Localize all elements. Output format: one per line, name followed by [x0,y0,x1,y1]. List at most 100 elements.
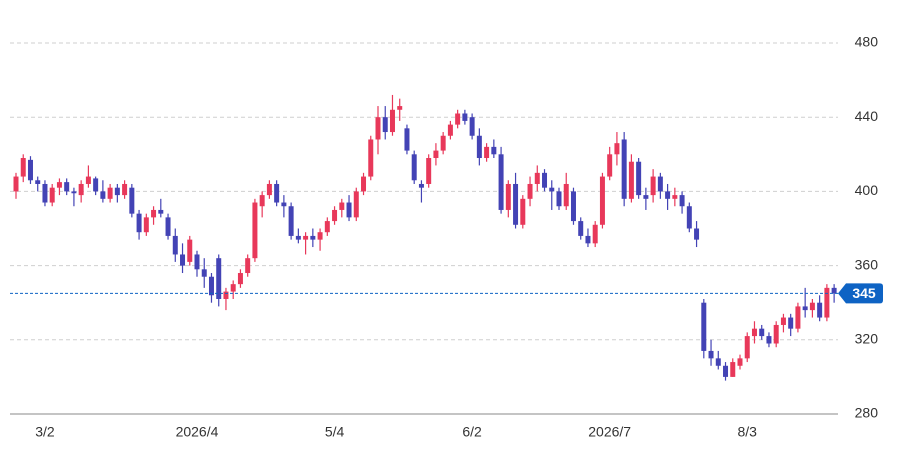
candle-body [433,150,439,159]
candle-body [180,254,186,266]
candle-body [375,117,381,140]
candle-body [614,143,620,155]
candle-body [266,183,272,196]
candle-body [701,302,707,351]
candle-body [310,235,316,240]
candle-body [607,154,613,177]
candle-body [136,213,142,233]
candle-body [563,183,569,207]
candle-body [462,113,468,121]
candle-body [491,146,497,155]
candle-body [708,350,714,359]
candle-body [42,183,48,203]
x-tick-label: 6/2 [462,424,482,440]
candle-body [317,232,323,240]
candle-body [556,191,562,207]
candle-body [389,109,395,133]
candle-body [730,362,736,377]
y-tick-label: 400 [855,182,879,198]
candle-body [107,187,113,199]
candle-body [397,106,403,110]
candle-body [636,161,642,196]
candle-body [274,183,280,203]
current-price-label: 345 [852,285,876,301]
y-tick-label: 320 [855,331,879,347]
candle-body [686,206,692,229]
candle-body [339,202,345,210]
candle-body [759,328,765,337]
candle-body [657,176,663,192]
candle-body [694,228,700,240]
candle-body [49,187,55,203]
candle-body [404,128,410,151]
candle-body [71,191,77,194]
candle-body [621,139,627,199]
candle-body [723,365,729,377]
candle-body [426,158,432,184]
candle-body [766,336,772,344]
x-tick-label: 3/2 [35,424,55,440]
candle-body [469,117,475,136]
candle-body [35,180,41,184]
candle-body [672,195,678,199]
candle-body [295,235,301,240]
candle-body [353,191,359,218]
candle-body [520,198,526,225]
candle-body [361,176,367,192]
candle-body [809,302,815,311]
candle-body [751,328,757,337]
candle-body [549,187,555,192]
x-tick-label: 5/4 [325,424,345,440]
y-tick-label: 280 [855,405,879,421]
candle-body [585,235,591,244]
candle-body [194,254,200,270]
y-tick-label: 440 [855,108,879,124]
candle-body [114,187,120,196]
candle-body [513,183,519,225]
candle-body [534,172,540,184]
candle-body [237,273,243,285]
candle-body [447,124,453,136]
candle-body [346,202,352,218]
candle-body [324,221,330,233]
candle-body [223,291,229,299]
candle-body [665,191,671,199]
candle-body [230,284,236,292]
candle-body [795,306,801,329]
y-tick-label: 360 [855,256,879,272]
candle-body [172,235,178,255]
candle-body [151,209,157,218]
candle-body [592,224,598,244]
candle-body [382,117,388,133]
candle-body [56,182,62,188]
candle-body [440,135,446,151]
candle-body [201,269,207,277]
candle-body [628,161,634,199]
candle-body [780,317,786,325]
candle-body [715,358,721,366]
candle-body [542,172,548,188]
candle-body [288,206,294,236]
candle-body [831,287,837,294]
current-price-tag [838,283,883,304]
candle-body [187,239,193,262]
candle-body [100,191,106,199]
candle-body [599,176,605,225]
candle-body [570,191,576,222]
candle-body [744,336,750,359]
candle-body [252,202,258,259]
candle-body [20,158,26,177]
candle-body [64,182,70,192]
candle-body [208,276,214,296]
candle-body [143,217,149,233]
candle-body [737,358,743,366]
candle-body [27,159,33,181]
candle-body [259,195,265,207]
candle-body [411,154,417,181]
candle-body [505,183,511,210]
candle-body [679,195,685,207]
x-tick-label: 2026/4 [176,424,219,440]
candle-body [165,217,171,236]
candle-body [85,176,91,184]
